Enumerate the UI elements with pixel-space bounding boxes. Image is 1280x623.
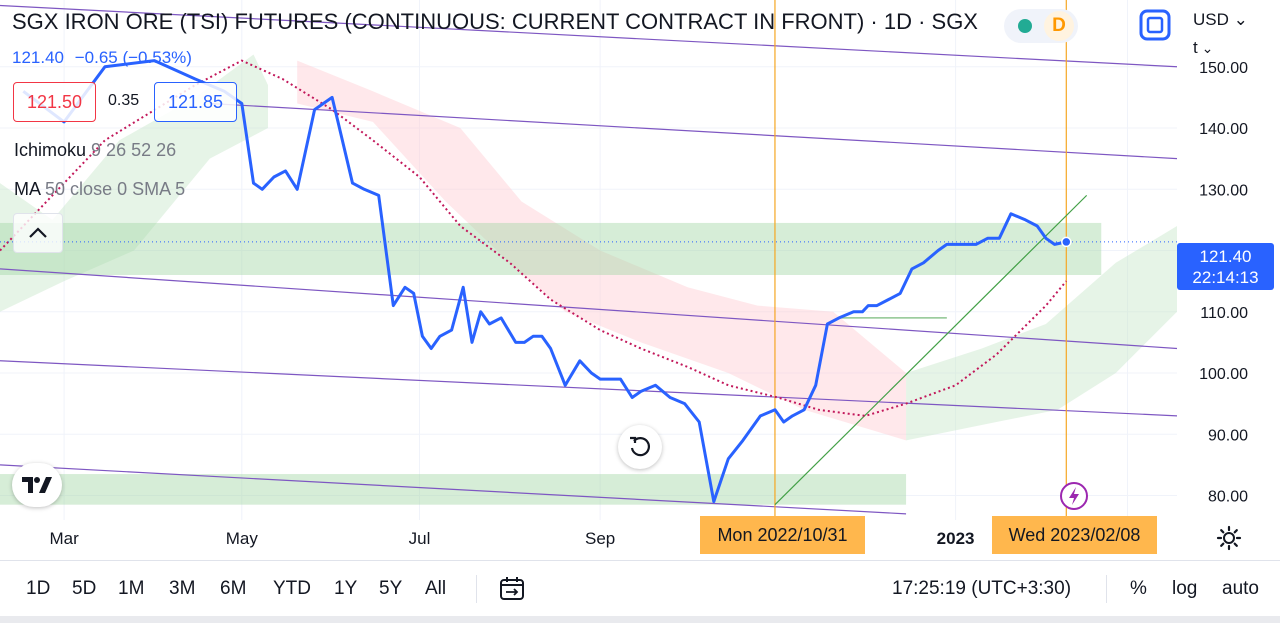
y-tick-label: 100.00 bbox=[1199, 366, 1248, 383]
sell-button[interactable]: 121.50 bbox=[13, 82, 96, 122]
price-change: −0.65 (−0.53%) bbox=[74, 48, 192, 67]
alert-lightning-icon[interactable] bbox=[1059, 481, 1089, 511]
tradingview-logo[interactable] bbox=[12, 463, 62, 507]
moving-average bbox=[0, 59, 1068, 417]
auto-scale-toggle[interactable]: auto bbox=[1222, 578, 1259, 599]
bottom-toolbar: 1D 5D 1M 3M 6M YTD 1Y 5Y All 17:25:19 (U… bbox=[0, 560, 1280, 617]
chevron-up-icon bbox=[29, 227, 47, 238]
price-series bbox=[0, 59, 1177, 504]
market-status[interactable]: D bbox=[1004, 9, 1078, 43]
log-scale-toggle[interactable]: log bbox=[1172, 578, 1198, 599]
channel-lines bbox=[0, 4, 1178, 515]
fullscreen-icon[interactable] bbox=[1138, 8, 1172, 42]
date-markers bbox=[774, 0, 1067, 520]
range-all[interactable]: All bbox=[425, 578, 447, 599]
bar-countdown: 22:14:13 bbox=[1192, 268, 1259, 287]
buy-button[interactable]: 121.85 bbox=[154, 82, 237, 122]
trend-line bbox=[774, 194, 1088, 506]
reset-icon bbox=[630, 436, 650, 457]
y-tick-label: 130.00 bbox=[1199, 182, 1248, 199]
last-price: 121.40 bbox=[12, 48, 64, 67]
kumo-cloud bbox=[906, 226, 1177, 441]
percent-scale-toggle[interactable]: % bbox=[1130, 578, 1147, 599]
range-6m[interactable]: 6M bbox=[220, 578, 247, 599]
crosshair-date-label: Wed 2023/02/08 bbox=[992, 516, 1157, 554]
range-1m[interactable]: 1M bbox=[118, 578, 145, 599]
y-tick-label: 110.00 bbox=[1200, 305, 1248, 322]
unit-selector[interactable]: t ⌄ bbox=[1193, 38, 1213, 58]
last-price-tag: 121.40 22:14:13 bbox=[1177, 243, 1274, 290]
channel-line bbox=[0, 4, 1178, 68]
price-line bbox=[22, 59, 1067, 504]
channel-line bbox=[209, 102, 1178, 160]
crosshair-date-label: Mon 2022/10/31 bbox=[700, 516, 865, 554]
go-to-date-icon[interactable] bbox=[498, 575, 526, 603]
ask-price: 121.85 bbox=[167, 91, 224, 112]
x-tick-label: Mar bbox=[49, 529, 79, 548]
currency-label: USD bbox=[1193, 10, 1229, 29]
x-axis: MarMayJulSep2023Mar bbox=[49, 529, 1142, 548]
channel-line bbox=[0, 464, 907, 515]
chart-grid bbox=[0, 0, 1177, 520]
y-tick-label: 90.00 bbox=[1208, 427, 1248, 444]
toolbar-divider bbox=[476, 575, 477, 603]
range-1d[interactable]: 1D bbox=[26, 578, 51, 599]
reset-chart-button[interactable] bbox=[618, 425, 662, 469]
last-price-label: 121.40 bbox=[1199, 247, 1252, 266]
collapse-legend-button[interactable] bbox=[13, 213, 63, 253]
chevron-down-icon: ⌄ bbox=[1197, 40, 1214, 56]
x-tick-label: Jul bbox=[409, 529, 431, 548]
currency-selector[interactable]: USD ⌄ bbox=[1193, 10, 1248, 30]
y-tick-label: 150.00 bbox=[1199, 60, 1248, 77]
ma-name: MA bbox=[14, 179, 41, 199]
ichimoku-legend[interactable]: Ichimoku 9 26 52 26 bbox=[14, 140, 176, 161]
price-chart[interactable]: 80.0090.00100.00110.00120.00130.00140.00… bbox=[0, 0, 1280, 560]
tradingview-logo-icon bbox=[22, 477, 52, 493]
ma-legend[interactable]: MA 50 close 0 SMA 5 bbox=[14, 179, 185, 200]
x-tick-label: Sep bbox=[585, 529, 615, 548]
y-tick-label: 80.00 bbox=[1208, 489, 1248, 506]
y-tick-label: 140.00 bbox=[1199, 121, 1248, 138]
x-tick-label: 2023 bbox=[937, 529, 975, 548]
chevron-down-icon: ⌄ bbox=[1233, 10, 1248, 29]
market-open-icon bbox=[1018, 19, 1032, 33]
last-price-dot bbox=[1061, 236, 1072, 248]
bid-price: 121.50 bbox=[26, 91, 83, 112]
timezone-clock[interactable]: 17:25:19 (UTC+3:30) bbox=[892, 578, 1072, 599]
zone-rect bbox=[0, 222, 1102, 275]
trend-lines bbox=[774, 194, 1088, 506]
channel-line bbox=[0, 268, 1178, 350]
unit-label: t bbox=[1193, 38, 1198, 57]
delayed-badge: D bbox=[1044, 11, 1074, 41]
kumo-cloud bbox=[297, 60, 907, 441]
range-ytd[interactable]: YTD bbox=[273, 578, 311, 599]
range-5y[interactable]: 5Y bbox=[379, 578, 403, 599]
channel-line bbox=[0, 360, 1178, 417]
legend-price: 121.40 −0.65 (−0.53%) bbox=[12, 48, 198, 68]
ma-line bbox=[0, 59, 1068, 417]
range-5d[interactable]: 5D bbox=[72, 578, 97, 599]
toolbar-divider bbox=[1106, 575, 1107, 603]
bottom-strip bbox=[0, 616, 1280, 623]
range-1y[interactable]: 1Y bbox=[334, 578, 358, 599]
symbol-title[interactable]: SGX IRON ORE (TSI) FUTURES (CONTINUOUS: … bbox=[12, 9, 978, 34]
spread-value: 0.35 bbox=[108, 92, 140, 109]
ma-params: 50 close 0 SMA 5 bbox=[45, 179, 186, 199]
x-tick-label: May bbox=[226, 529, 259, 548]
settings-gear-icon[interactable] bbox=[1216, 525, 1242, 551]
range-3m[interactable]: 3M bbox=[169, 578, 196, 599]
ichimoku-name: Ichimoku bbox=[14, 140, 87, 160]
ichimoku-params: 9 26 52 26 bbox=[91, 140, 177, 160]
